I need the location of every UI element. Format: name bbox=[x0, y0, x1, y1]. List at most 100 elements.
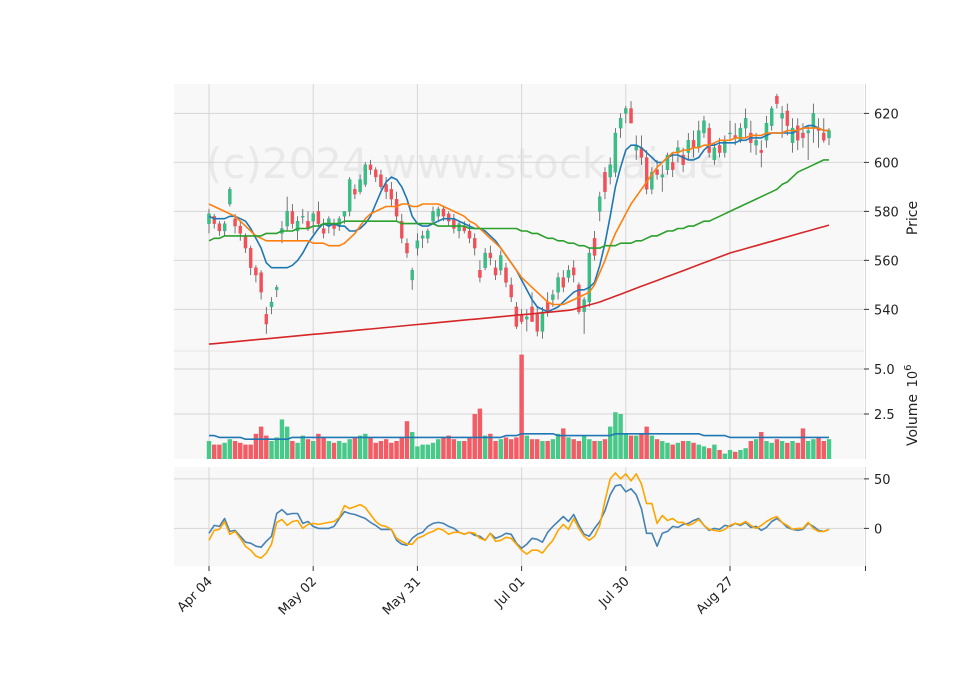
volume-bar bbox=[436, 439, 441, 459]
candle-up bbox=[436, 208, 440, 217]
volume-bar bbox=[623, 433, 629, 459]
candle-down bbox=[264, 314, 269, 325]
volume-bar bbox=[790, 441, 795, 459]
volume-bar bbox=[488, 433, 493, 459]
candle-up bbox=[754, 140, 758, 146]
candle-down bbox=[452, 218, 456, 229]
volume-bar bbox=[649, 435, 655, 459]
candle-down bbox=[441, 208, 446, 217]
candle-down bbox=[644, 157, 649, 190]
candle-up bbox=[827, 130, 831, 139]
candle-down bbox=[775, 96, 779, 104]
volume-bar bbox=[665, 442, 670, 459]
candle-down bbox=[801, 132, 805, 139]
signal-line bbox=[208, 472, 830, 559]
x-tick-label: Jul 30 bbox=[596, 574, 633, 611]
volume-bar bbox=[826, 439, 832, 459]
volume-bar bbox=[748, 441, 754, 459]
volume-bar bbox=[508, 439, 514, 459]
oscillator-panel bbox=[208, 472, 830, 559]
candle-up bbox=[415, 240, 420, 249]
volume-bar bbox=[326, 441, 332, 459]
candle-up bbox=[728, 132, 732, 135]
candle-up bbox=[275, 287, 279, 290]
volume-bar bbox=[701, 446, 707, 459]
price-tick-label: 560 bbox=[874, 254, 899, 269]
candle-down bbox=[822, 132, 826, 141]
x-tick-label: Apr 04 bbox=[175, 574, 216, 615]
candle-down bbox=[561, 277, 565, 288]
volume-bar bbox=[524, 435, 530, 459]
candle-up bbox=[269, 301, 274, 308]
candle-down bbox=[707, 127, 711, 153]
candle-up bbox=[358, 179, 362, 192]
candle-down bbox=[389, 189, 394, 200]
volume-bar bbox=[430, 442, 436, 459]
volume-bar bbox=[670, 444, 675, 459]
volume-bar bbox=[467, 437, 472, 459]
volume-bar bbox=[717, 450, 722, 459]
candle-up bbox=[457, 223, 461, 232]
candle-up bbox=[431, 211, 435, 222]
volume-bar bbox=[425, 444, 431, 459]
volume-bar bbox=[363, 433, 368, 459]
candle-down bbox=[243, 235, 248, 249]
volume-bar bbox=[602, 439, 608, 459]
volume-bar bbox=[493, 441, 498, 459]
volume-bar bbox=[503, 437, 509, 459]
candle-up bbox=[665, 154, 670, 170]
candle-up bbox=[587, 252, 592, 303]
volume-exponent: 6 bbox=[903, 365, 914, 371]
volume-bar bbox=[519, 354, 524, 459]
volume-bar bbox=[597, 441, 602, 459]
candle-down bbox=[405, 243, 409, 254]
candle-down bbox=[259, 272, 263, 293]
volume-bar bbox=[310, 441, 316, 459]
candle-down bbox=[467, 230, 472, 239]
volume-bar bbox=[409, 432, 415, 459]
candle-down bbox=[254, 267, 258, 276]
volume-bar bbox=[805, 441, 811, 459]
candle-up bbox=[285, 211, 289, 227]
volume-bar bbox=[451, 439, 457, 459]
volume-bar bbox=[816, 437, 821, 459]
volume-bar bbox=[753, 439, 759, 459]
volume-bar bbox=[274, 437, 279, 459]
candle-down bbox=[670, 162, 675, 170]
candle-up bbox=[780, 113, 784, 119]
price-tick-label: 580 bbox=[874, 205, 899, 220]
candle-down bbox=[478, 270, 482, 278]
candle-down bbox=[368, 164, 373, 170]
volume-bar bbox=[378, 441, 384, 459]
volume-bar bbox=[295, 442, 300, 459]
candle-up bbox=[686, 140, 691, 153]
volume-bar bbox=[248, 444, 253, 459]
candle-down bbox=[681, 154, 685, 165]
volume-bar bbox=[581, 435, 587, 459]
candle-down bbox=[446, 213, 451, 222]
candle-down bbox=[316, 211, 321, 224]
volume-bar bbox=[514, 437, 519, 459]
volume-bar bbox=[675, 442, 681, 459]
volume-bar bbox=[712, 444, 717, 459]
volume-bar bbox=[613, 412, 618, 459]
candle-up bbox=[806, 130, 810, 134]
candle-up bbox=[426, 230, 430, 239]
volume-bar bbox=[529, 439, 535, 459]
candle-down bbox=[571, 267, 576, 276]
candle-down bbox=[493, 267, 498, 276]
volume-bar bbox=[222, 442, 227, 459]
candle-down bbox=[655, 169, 659, 175]
volume-bar bbox=[498, 439, 503, 459]
candle-up bbox=[301, 216, 305, 218]
volume-bar bbox=[639, 433, 644, 459]
candle-down bbox=[238, 225, 242, 234]
volume-bar bbox=[706, 448, 712, 459]
ma-line-2 bbox=[208, 127, 829, 306]
volume-bar bbox=[759, 432, 764, 459]
volume-bar bbox=[764, 441, 769, 459]
volume-bar bbox=[691, 442, 696, 459]
volume-bar bbox=[394, 441, 399, 459]
x-tick-label: Jul 01 bbox=[491, 574, 528, 611]
